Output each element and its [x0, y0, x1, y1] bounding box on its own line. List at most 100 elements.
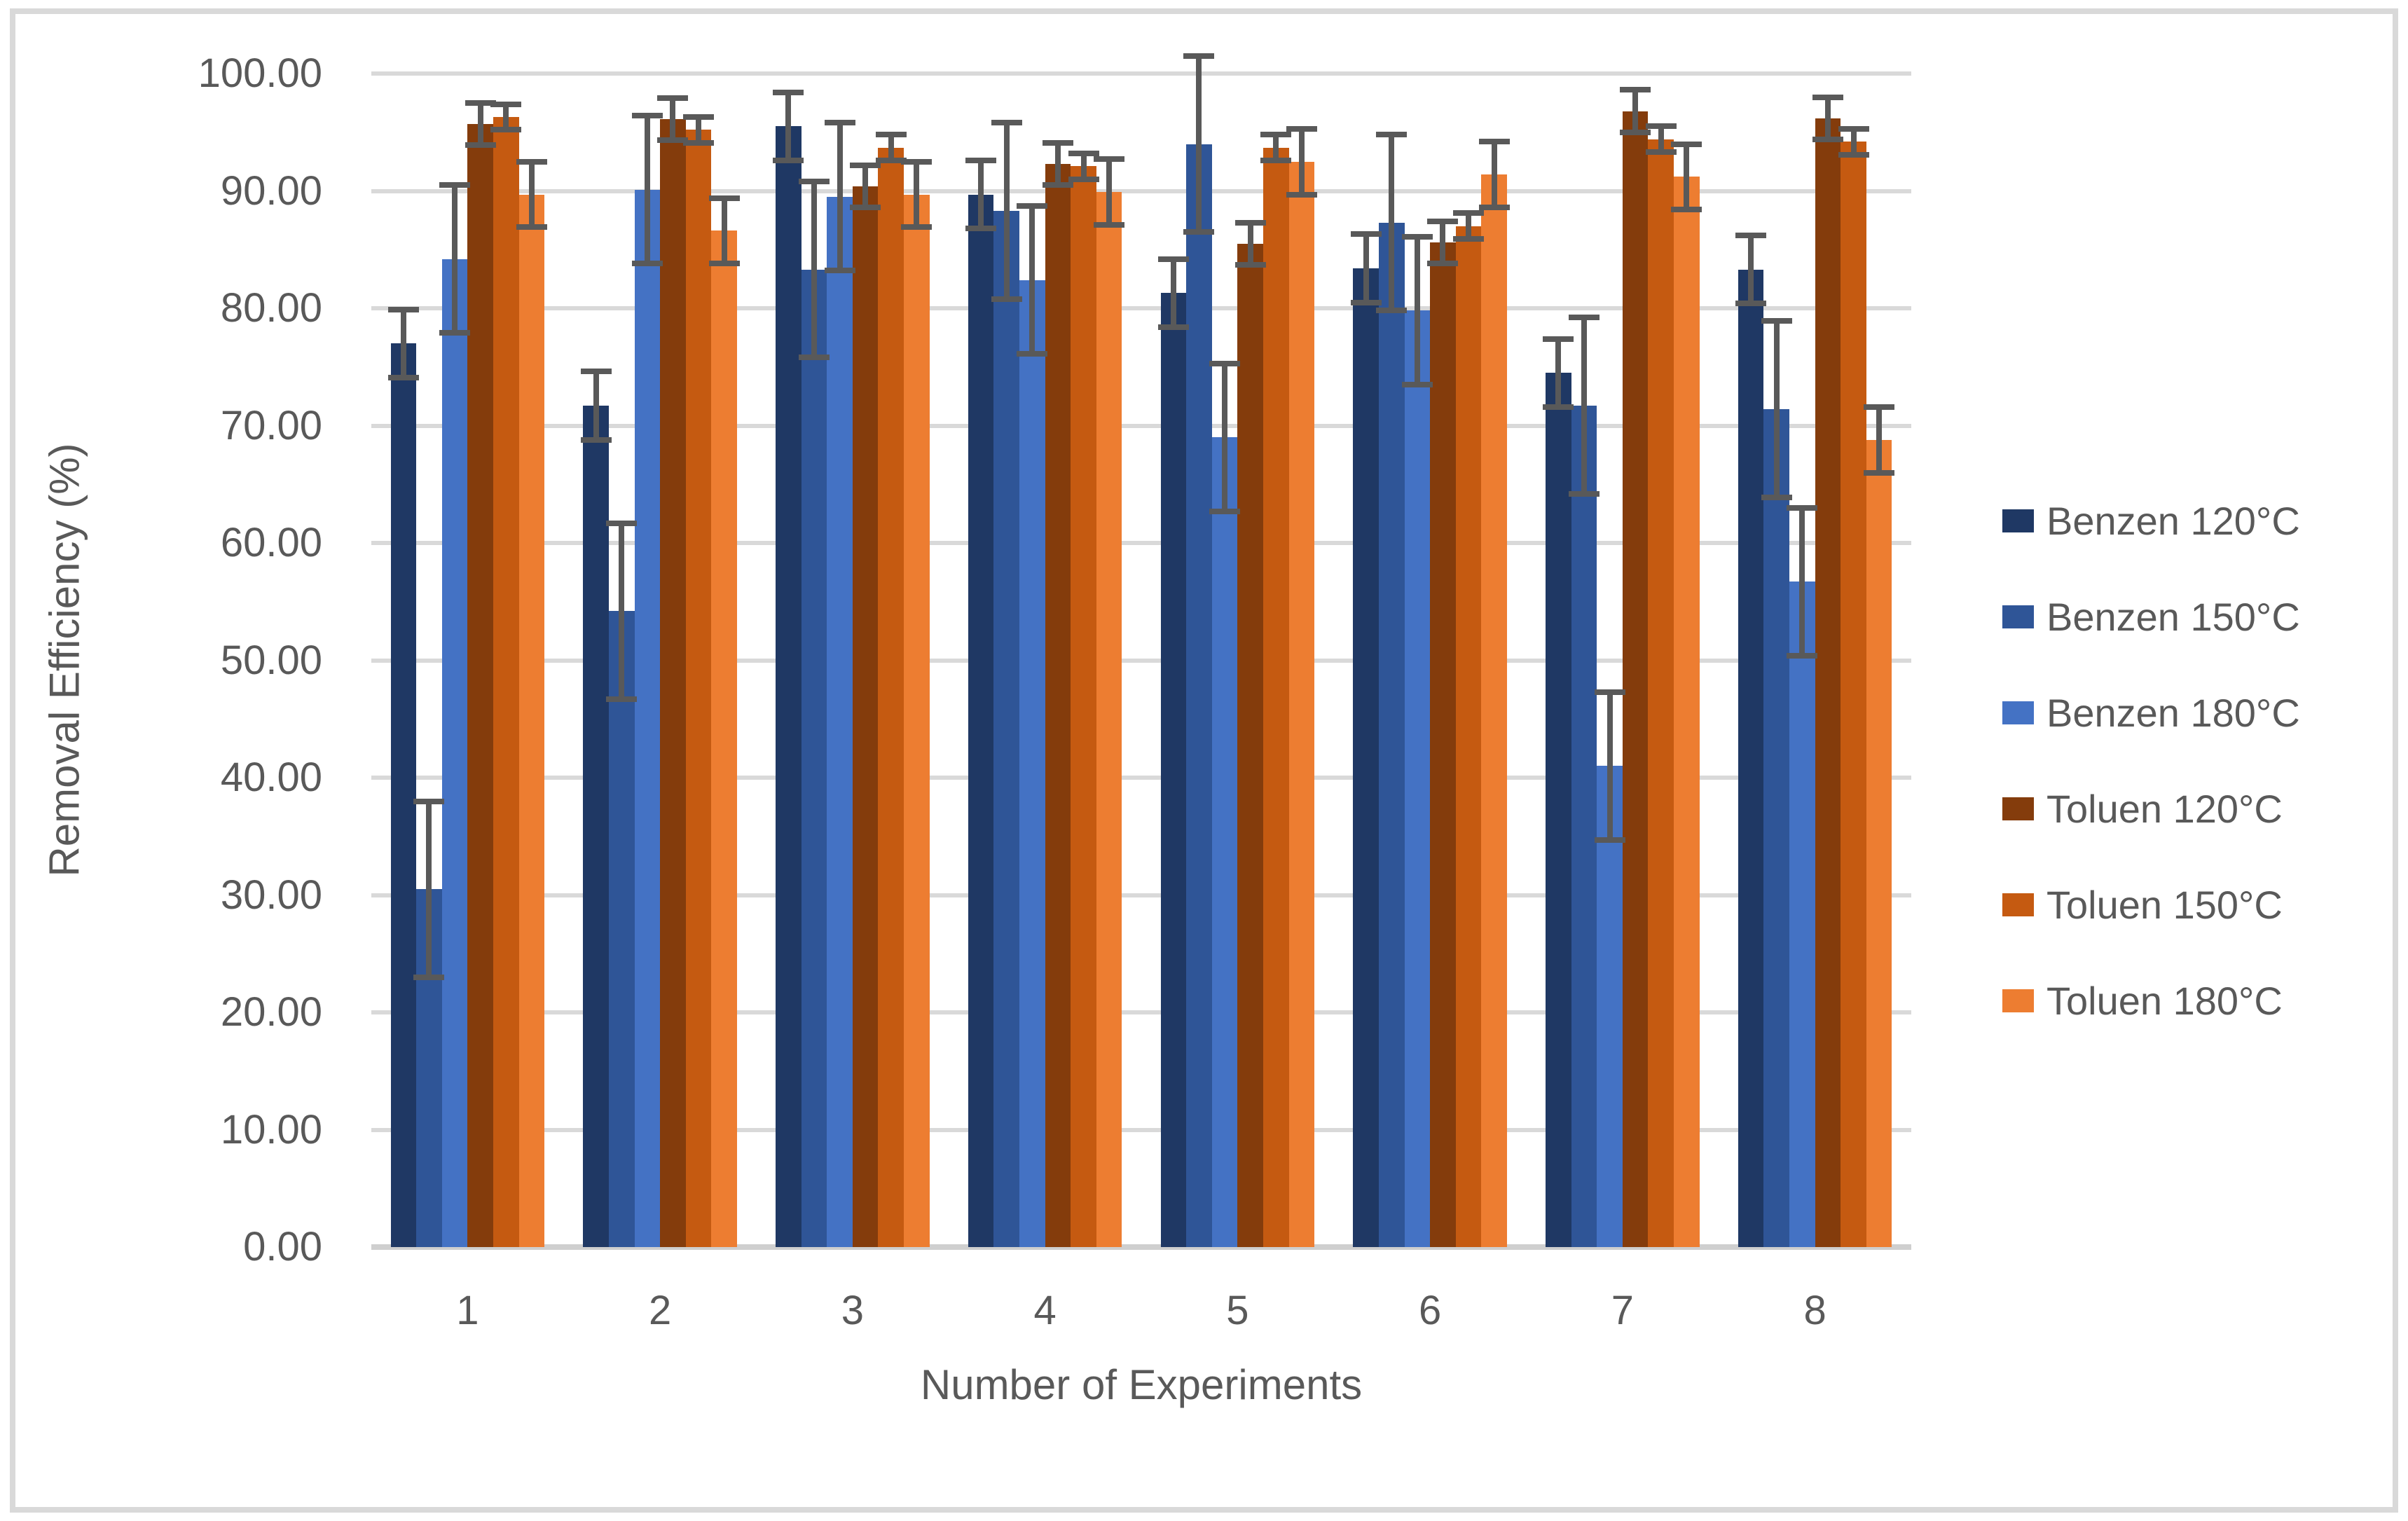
- bar-toluen-180°c-exp2: [711, 230, 737, 1247]
- error-bar-cap-bottom: [1094, 222, 1125, 228]
- error-bar-cap-top: [413, 798, 445, 804]
- error-bar-cap-top: [1209, 360, 1241, 366]
- error-bar-whisker: [644, 116, 650, 264]
- error-bar-whisker: [1632, 90, 1639, 132]
- error-bar-whisker: [1684, 144, 1690, 210]
- legend-label: Toluen 150°C: [2046, 882, 2283, 927]
- error-bar-whisker: [1273, 135, 1279, 160]
- gridline: [371, 306, 1911, 310]
- error-bar-cap-bottom: [1478, 204, 1510, 210]
- error-bar-whisker: [1773, 321, 1780, 497]
- y-tick-label: 90.00: [220, 167, 322, 214]
- error-bar-cap-bottom: [708, 261, 740, 267]
- error-bar-cap-top: [1671, 141, 1702, 147]
- error-bar-cap-bottom: [439, 330, 471, 336]
- x-axis-line: [371, 1244, 1911, 1250]
- error-bar-cap-bottom: [1183, 229, 1215, 235]
- error-bar-cap-bottom: [490, 127, 522, 133]
- bar-benzen-180°c-exp4: [1019, 280, 1045, 1247]
- error-bar-cap-top: [683, 113, 715, 120]
- legend-item-toluen-150°c: Toluen 150°C: [2002, 882, 2283, 927]
- error-bar-cap-bottom: [1594, 837, 1625, 843]
- bar-benzen-120°c-exp8: [1738, 269, 1764, 1247]
- legend-item-benzen-180°c: Benzen 180°C: [2002, 691, 2300, 735]
- y-tick-label: 70.00: [220, 402, 322, 448]
- bar-benzen-120°c-exp7: [1546, 373, 1571, 1247]
- error-bar-cap-bottom: [965, 226, 997, 232]
- bar-benzen-180°c-exp7: [1597, 766, 1623, 1247]
- gridline: [371, 893, 1911, 897]
- legend-label: Benzen 120°C: [2046, 498, 2300, 543]
- error-bar-cap-top: [1094, 156, 1125, 163]
- bar-toluen-180°c-exp5: [1288, 161, 1315, 1247]
- y-tick-label: 50.00: [220, 637, 322, 683]
- x-tick-label: 7: [1611, 1288, 1634, 1333]
- bar-toluen-120°c-exp2: [660, 119, 686, 1247]
- error-bar-cap-top: [1645, 123, 1677, 130]
- error-bar-whisker: [837, 123, 843, 271]
- error-bar-cap-top: [606, 520, 638, 526]
- error-bar-whisker: [721, 198, 727, 264]
- legend-item-benzen-150°c: Benzen 150°C: [2002, 594, 2300, 639]
- error-bar-cap-bottom: [1812, 136, 1843, 142]
- error-bar-cap-bottom: [580, 436, 612, 443]
- error-bar-cap-bottom: [1787, 652, 1818, 659]
- legend-label: Benzen 150°C: [2046, 594, 2300, 639]
- error-bar-cap-top: [1350, 231, 1382, 238]
- error-bar-cap-bottom: [824, 268, 855, 274]
- error-bar-cap-bottom: [1671, 207, 1702, 213]
- bar-benzen-120°c-exp1: [390, 343, 417, 1247]
- error-bar-whisker: [1003, 123, 1010, 299]
- error-bar-cap-bottom: [516, 224, 547, 230]
- bar-toluen-120°c-exp3: [852, 186, 879, 1247]
- error-bar-cap-top: [991, 120, 1022, 126]
- error-bar-whisker: [619, 523, 625, 699]
- bar-toluen-120°c-exp8: [1815, 118, 1841, 1247]
- bar-toluen-150°c-exp6: [1455, 226, 1482, 1247]
- error-bar-whisker: [1440, 221, 1446, 264]
- error-bar-whisker: [811, 181, 817, 358]
- error-bar-cap-top: [1453, 210, 1485, 216]
- error-bar-cap-bottom: [1838, 151, 1869, 158]
- gridline: [371, 1010, 1911, 1014]
- error-bar-cap-top: [1838, 125, 1869, 132]
- error-bar-whisker: [1581, 317, 1587, 494]
- bar-toluen-180°c-exp3: [904, 194, 930, 1247]
- error-bar-cap-top: [1234, 219, 1266, 226]
- gridline: [371, 541, 1911, 545]
- error-bar-cap-top: [1543, 336, 1574, 342]
- x-tick-label: 5: [1226, 1288, 1249, 1333]
- y-tick-label: 10.00: [220, 1106, 322, 1152]
- error-bar-cap-bottom: [657, 137, 689, 144]
- error-bar-cap-bottom: [1350, 299, 1382, 305]
- error-bar-cap-top: [798, 179, 830, 185]
- legend-item-benzen-120°c: Benzen 120°C: [2002, 498, 2300, 543]
- error-bar-cap-top: [773, 89, 804, 95]
- x-tick-label: 6: [1418, 1288, 1442, 1333]
- bar-benzen-180°c-exp5: [1211, 437, 1238, 1247]
- error-bar-cap-top: [1761, 318, 1792, 324]
- gridline: [371, 658, 1911, 663]
- error-bar-cap-bottom: [1761, 494, 1792, 500]
- error-bar-whisker: [1607, 691, 1613, 840]
- error-bar-whisker: [1414, 236, 1420, 385]
- bar-benzen-120°c-exp5: [1160, 293, 1187, 1247]
- error-bar-cap-bottom: [631, 261, 663, 267]
- legend-swatch: [2002, 605, 2034, 628]
- error-bar-cap-top: [1594, 689, 1625, 695]
- bar-benzen-120°c-exp6: [1353, 268, 1379, 1247]
- error-bar-whisker: [1106, 159, 1113, 226]
- y-tick-label: 60.00: [220, 520, 322, 565]
- bar-benzen-120°c-exp4: [968, 194, 994, 1247]
- bar-toluen-180°c-exp6: [1481, 174, 1507, 1247]
- gridline: [371, 776, 1911, 780]
- gridline: [371, 188, 1911, 193]
- bar-benzen-180°c-exp8: [1789, 581, 1815, 1247]
- x-tick-label: 8: [1803, 1288, 1826, 1333]
- bar-toluen-150°c-exp1: [493, 116, 519, 1247]
- error-bar-cap-bottom: [1260, 157, 1292, 163]
- y-tick-label: 30.00: [220, 872, 322, 918]
- error-bar-cap-bottom: [683, 139, 715, 146]
